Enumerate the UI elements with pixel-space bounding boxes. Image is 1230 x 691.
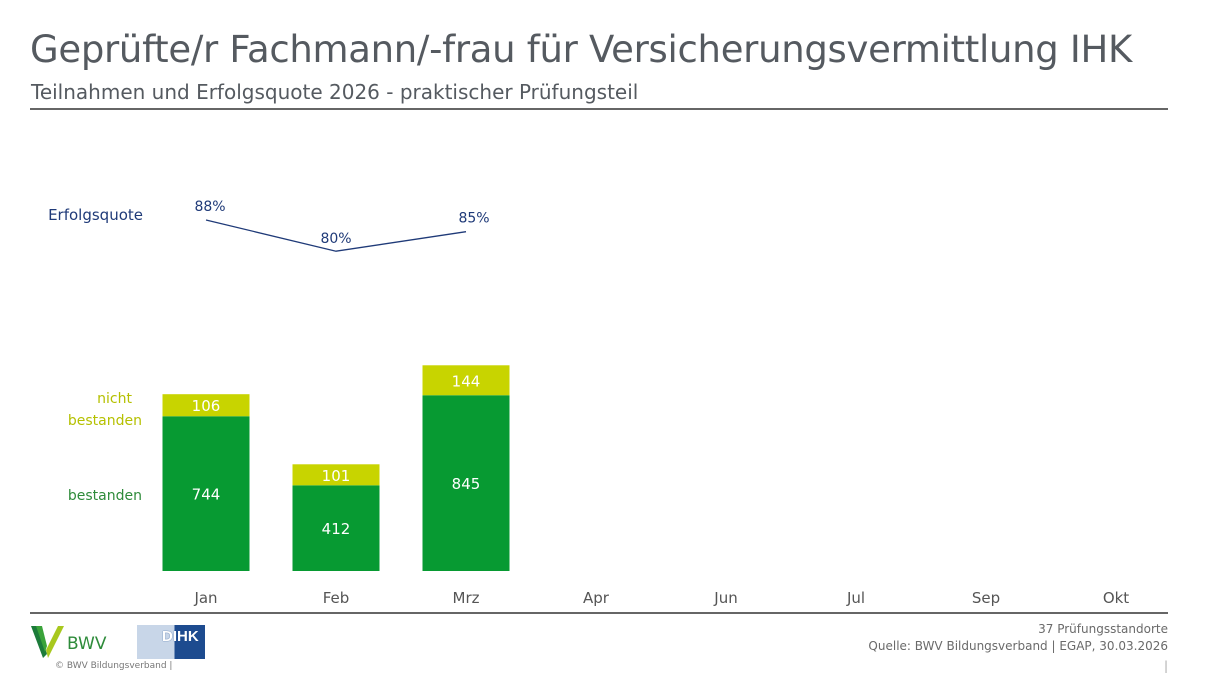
bar-bestanden [422,395,510,571]
erfolgsquote-label: 80% [320,231,351,247]
data-label-nicht-bestanden: 144 [452,372,481,390]
erfolgsquote-label: 88% [194,199,225,215]
legend-erfolgsquote: Erfolgsquote [48,206,143,224]
legend-nicht-bestanden-line2: bestanden [68,413,142,429]
bar-nicht-bestanden [292,464,380,486]
x-tick-label: Jul [846,589,865,607]
page-separator: | [1163,659,1168,673]
locations-count: 37 Prüfungsstandorte [1038,622,1168,636]
data-label-nicht-bestanden: 106 [192,397,221,415]
dihk-logo-text: DIHK [162,628,199,645]
legend-nicht-bestanden-line1: nicht [97,391,132,407]
x-tick-label: Jun [713,589,737,607]
data-label-nicht-bestanden: 101 [322,467,351,485]
x-tick-label: Okt [1103,589,1129,607]
x-tick-label: Feb [323,589,350,607]
bwv-logo-text: BWV [67,634,107,654]
bar-nicht-bestanden [162,394,250,417]
data-label-bestanden: 845 [452,475,481,493]
bar-bestanden [162,416,250,571]
erfolgsquote-line [205,219,467,252]
legend-bestanden: bestanden [68,488,142,504]
page-subtitle: Teilnahmen und Erfolgsquote 2026 - prakt… [31,80,639,104]
bar-nicht-bestanden [422,365,510,396]
copyright: © BWV Bildungsverband | [55,661,173,671]
x-tick-label: Apr [583,589,610,607]
header-divider [30,108,1168,110]
bwv-logo-mark [31,626,64,658]
source-note: Quelle: BWV Bildungsverband | EGAP, 30.0… [868,639,1168,653]
dihk-logo: DIHK [137,625,205,659]
footer-divider [30,612,1168,614]
x-tick-label: Sep [972,589,1000,607]
x-tick-label: Jan [193,589,217,607]
x-tick-label: Mrz [453,589,480,607]
data-label-bestanden: 412 [322,520,351,538]
data-label-bestanden: 744 [192,486,221,504]
page-title: Geprüfte/r Fachmann/-frau für Versicheru… [30,28,1133,71]
erfolgsquote-label: 85% [458,211,489,227]
bar-bestanden [292,485,380,571]
